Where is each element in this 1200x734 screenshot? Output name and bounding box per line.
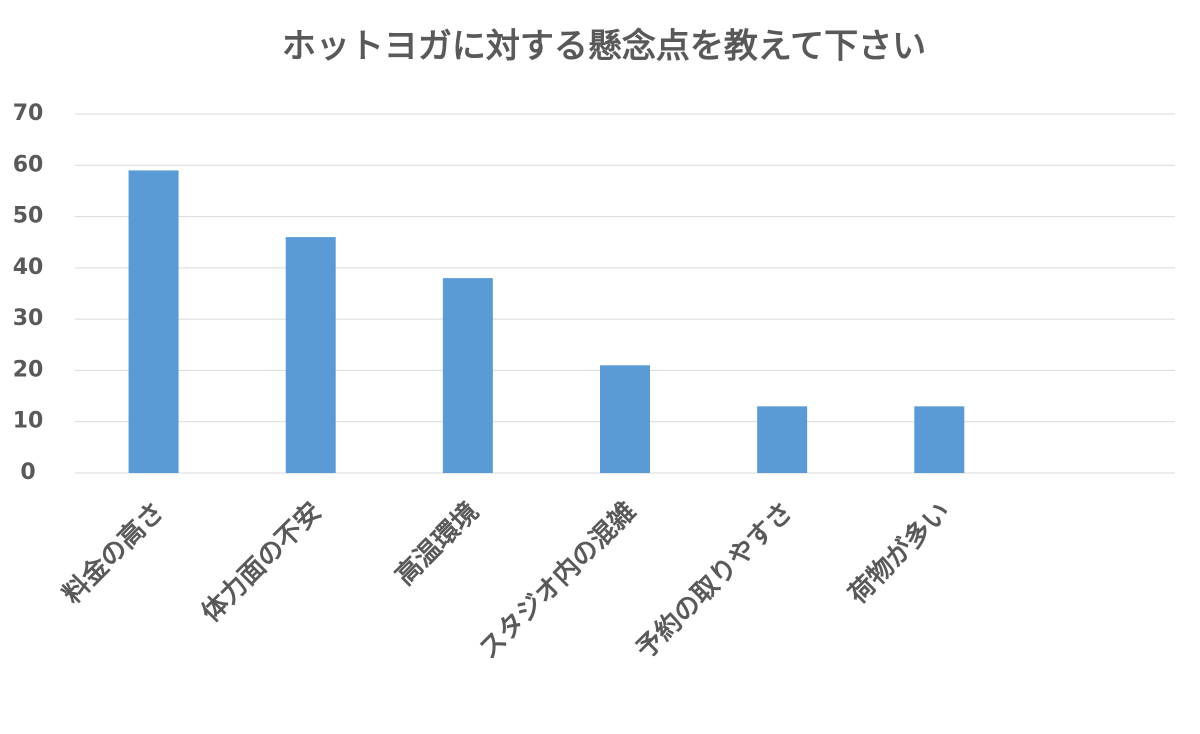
bar [600, 365, 650, 473]
bar [128, 170, 179, 473]
y-tick-label: 60 [13, 152, 44, 177]
x-tick-label: 予約の取りやすさ [630, 496, 799, 665]
x-tick-label: 料金の高さ [57, 496, 171, 610]
y-tick-label: 40 [13, 255, 44, 280]
y-tick-label: 30 [13, 306, 44, 331]
bar [285, 237, 336, 473]
y-tick-label: 70 [13, 101, 44, 126]
bar [757, 406, 808, 473]
bar [442, 278, 493, 473]
x-tick-label: 高温環境 [389, 496, 484, 591]
x-tick-label: 荷物が多い [842, 496, 956, 610]
x-tick-label: 体力面の不安 [196, 497, 328, 629]
bar [914, 406, 965, 473]
y-tick-label: 50 [13, 204, 44, 229]
y-tick-label: 0 [20, 460, 35, 485]
y-tick-label: 20 [13, 357, 44, 382]
y-tick-label: 10 [13, 409, 44, 434]
chart-title: ホットヨガに対する懸念点を教えて下さい [282, 27, 926, 67]
x-tick-label: スタジオ内の混雑 [473, 496, 642, 665]
